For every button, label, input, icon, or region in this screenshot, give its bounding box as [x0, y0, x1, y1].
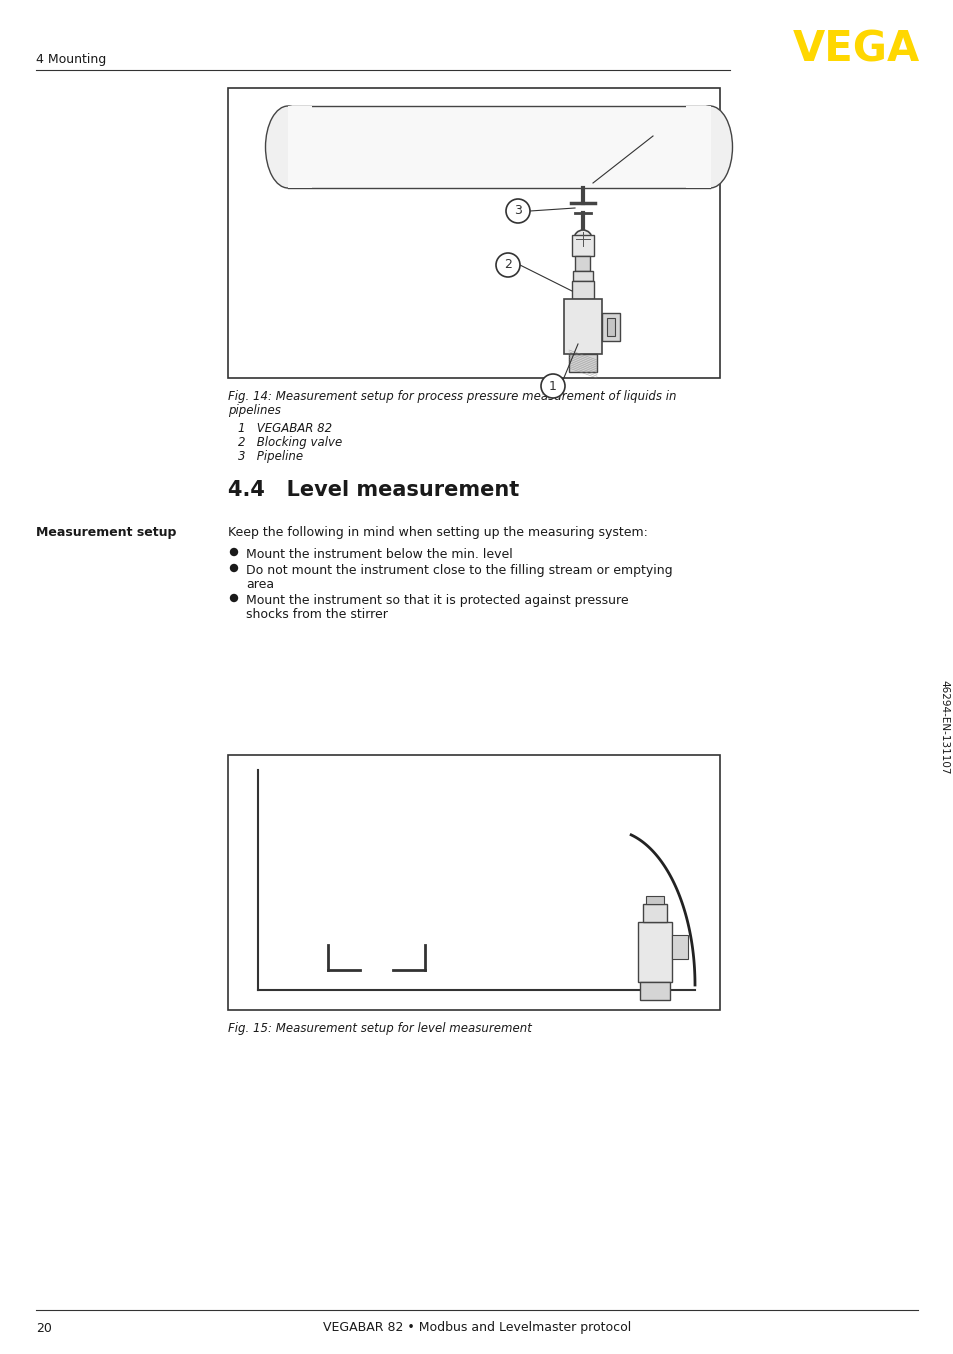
- Bar: [601, 313, 619, 341]
- Bar: [642, 904, 666, 922]
- Text: 1: 1: [549, 379, 557, 393]
- Bar: [288, 106, 312, 188]
- Circle shape: [540, 374, 564, 398]
- Circle shape: [231, 548, 237, 555]
- Text: Fig. 14: Measurement setup for process pressure measurement of liquids in: Fig. 14: Measurement setup for process p…: [228, 390, 676, 403]
- Circle shape: [574, 230, 592, 248]
- Bar: [572, 236, 594, 256]
- Text: 4 Mounting: 4 Mounting: [36, 54, 106, 66]
- Text: Measurement setup: Measurement setup: [36, 525, 176, 539]
- Bar: [606, 318, 615, 336]
- Bar: [671, 936, 687, 959]
- Text: shocks from the stirrer: shocks from the stirrer: [246, 608, 388, 621]
- Text: 3: 3: [514, 204, 521, 218]
- Circle shape: [231, 565, 237, 571]
- Bar: [568, 353, 597, 372]
- Bar: [638, 922, 671, 982]
- Bar: [288, 106, 709, 188]
- Text: 20: 20: [36, 1322, 51, 1335]
- Text: 2   Blocking valve: 2 Blocking valve: [237, 436, 342, 450]
- Bar: [573, 271, 593, 282]
- Bar: [575, 256, 590, 271]
- Circle shape: [231, 594, 237, 601]
- Circle shape: [496, 253, 519, 278]
- Text: pipelines: pipelines: [228, 403, 280, 417]
- Ellipse shape: [265, 106, 310, 188]
- Text: VEGABAR 82 • Modbus and Levelmaster protocol: VEGABAR 82 • Modbus and Levelmaster prot…: [322, 1322, 631, 1335]
- Bar: [645, 896, 663, 904]
- Text: 1   VEGABAR 82: 1 VEGABAR 82: [237, 422, 332, 435]
- Text: 2: 2: [503, 259, 512, 272]
- Text: Mount the instrument below the min. level: Mount the instrument below the min. leve…: [246, 548, 512, 561]
- Ellipse shape: [687, 106, 732, 188]
- Text: area: area: [246, 578, 274, 590]
- Bar: [228, 88, 720, 378]
- Bar: [685, 106, 710, 188]
- Text: Do not mount the instrument close to the filling stream or emptying: Do not mount the instrument close to the…: [246, 565, 672, 577]
- Bar: [639, 982, 669, 1001]
- Text: Keep the following in mind when setting up the measuring system:: Keep the following in mind when setting …: [228, 525, 647, 539]
- Text: Fig. 15: Measurement setup for level measurement: Fig. 15: Measurement setup for level mea…: [228, 1022, 532, 1034]
- Text: 4.4   Level measurement: 4.4 Level measurement: [228, 481, 518, 500]
- Bar: [228, 756, 720, 1010]
- Text: 3   Pipeline: 3 Pipeline: [237, 450, 303, 463]
- Text: Mount the instrument so that it is protected against pressure: Mount the instrument so that it is prote…: [246, 594, 628, 607]
- Circle shape: [505, 199, 530, 223]
- Bar: [563, 299, 601, 353]
- Bar: [572, 282, 594, 299]
- Text: 46294-EN-131107: 46294-EN-131107: [938, 680, 948, 774]
- Text: VEGA: VEGA: [792, 28, 919, 70]
